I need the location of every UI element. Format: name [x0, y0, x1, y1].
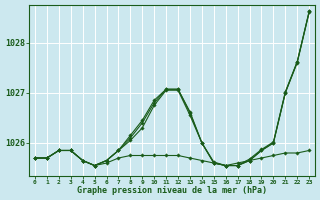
- X-axis label: Graphe pression niveau de la mer (hPa): Graphe pression niveau de la mer (hPa): [77, 186, 267, 195]
